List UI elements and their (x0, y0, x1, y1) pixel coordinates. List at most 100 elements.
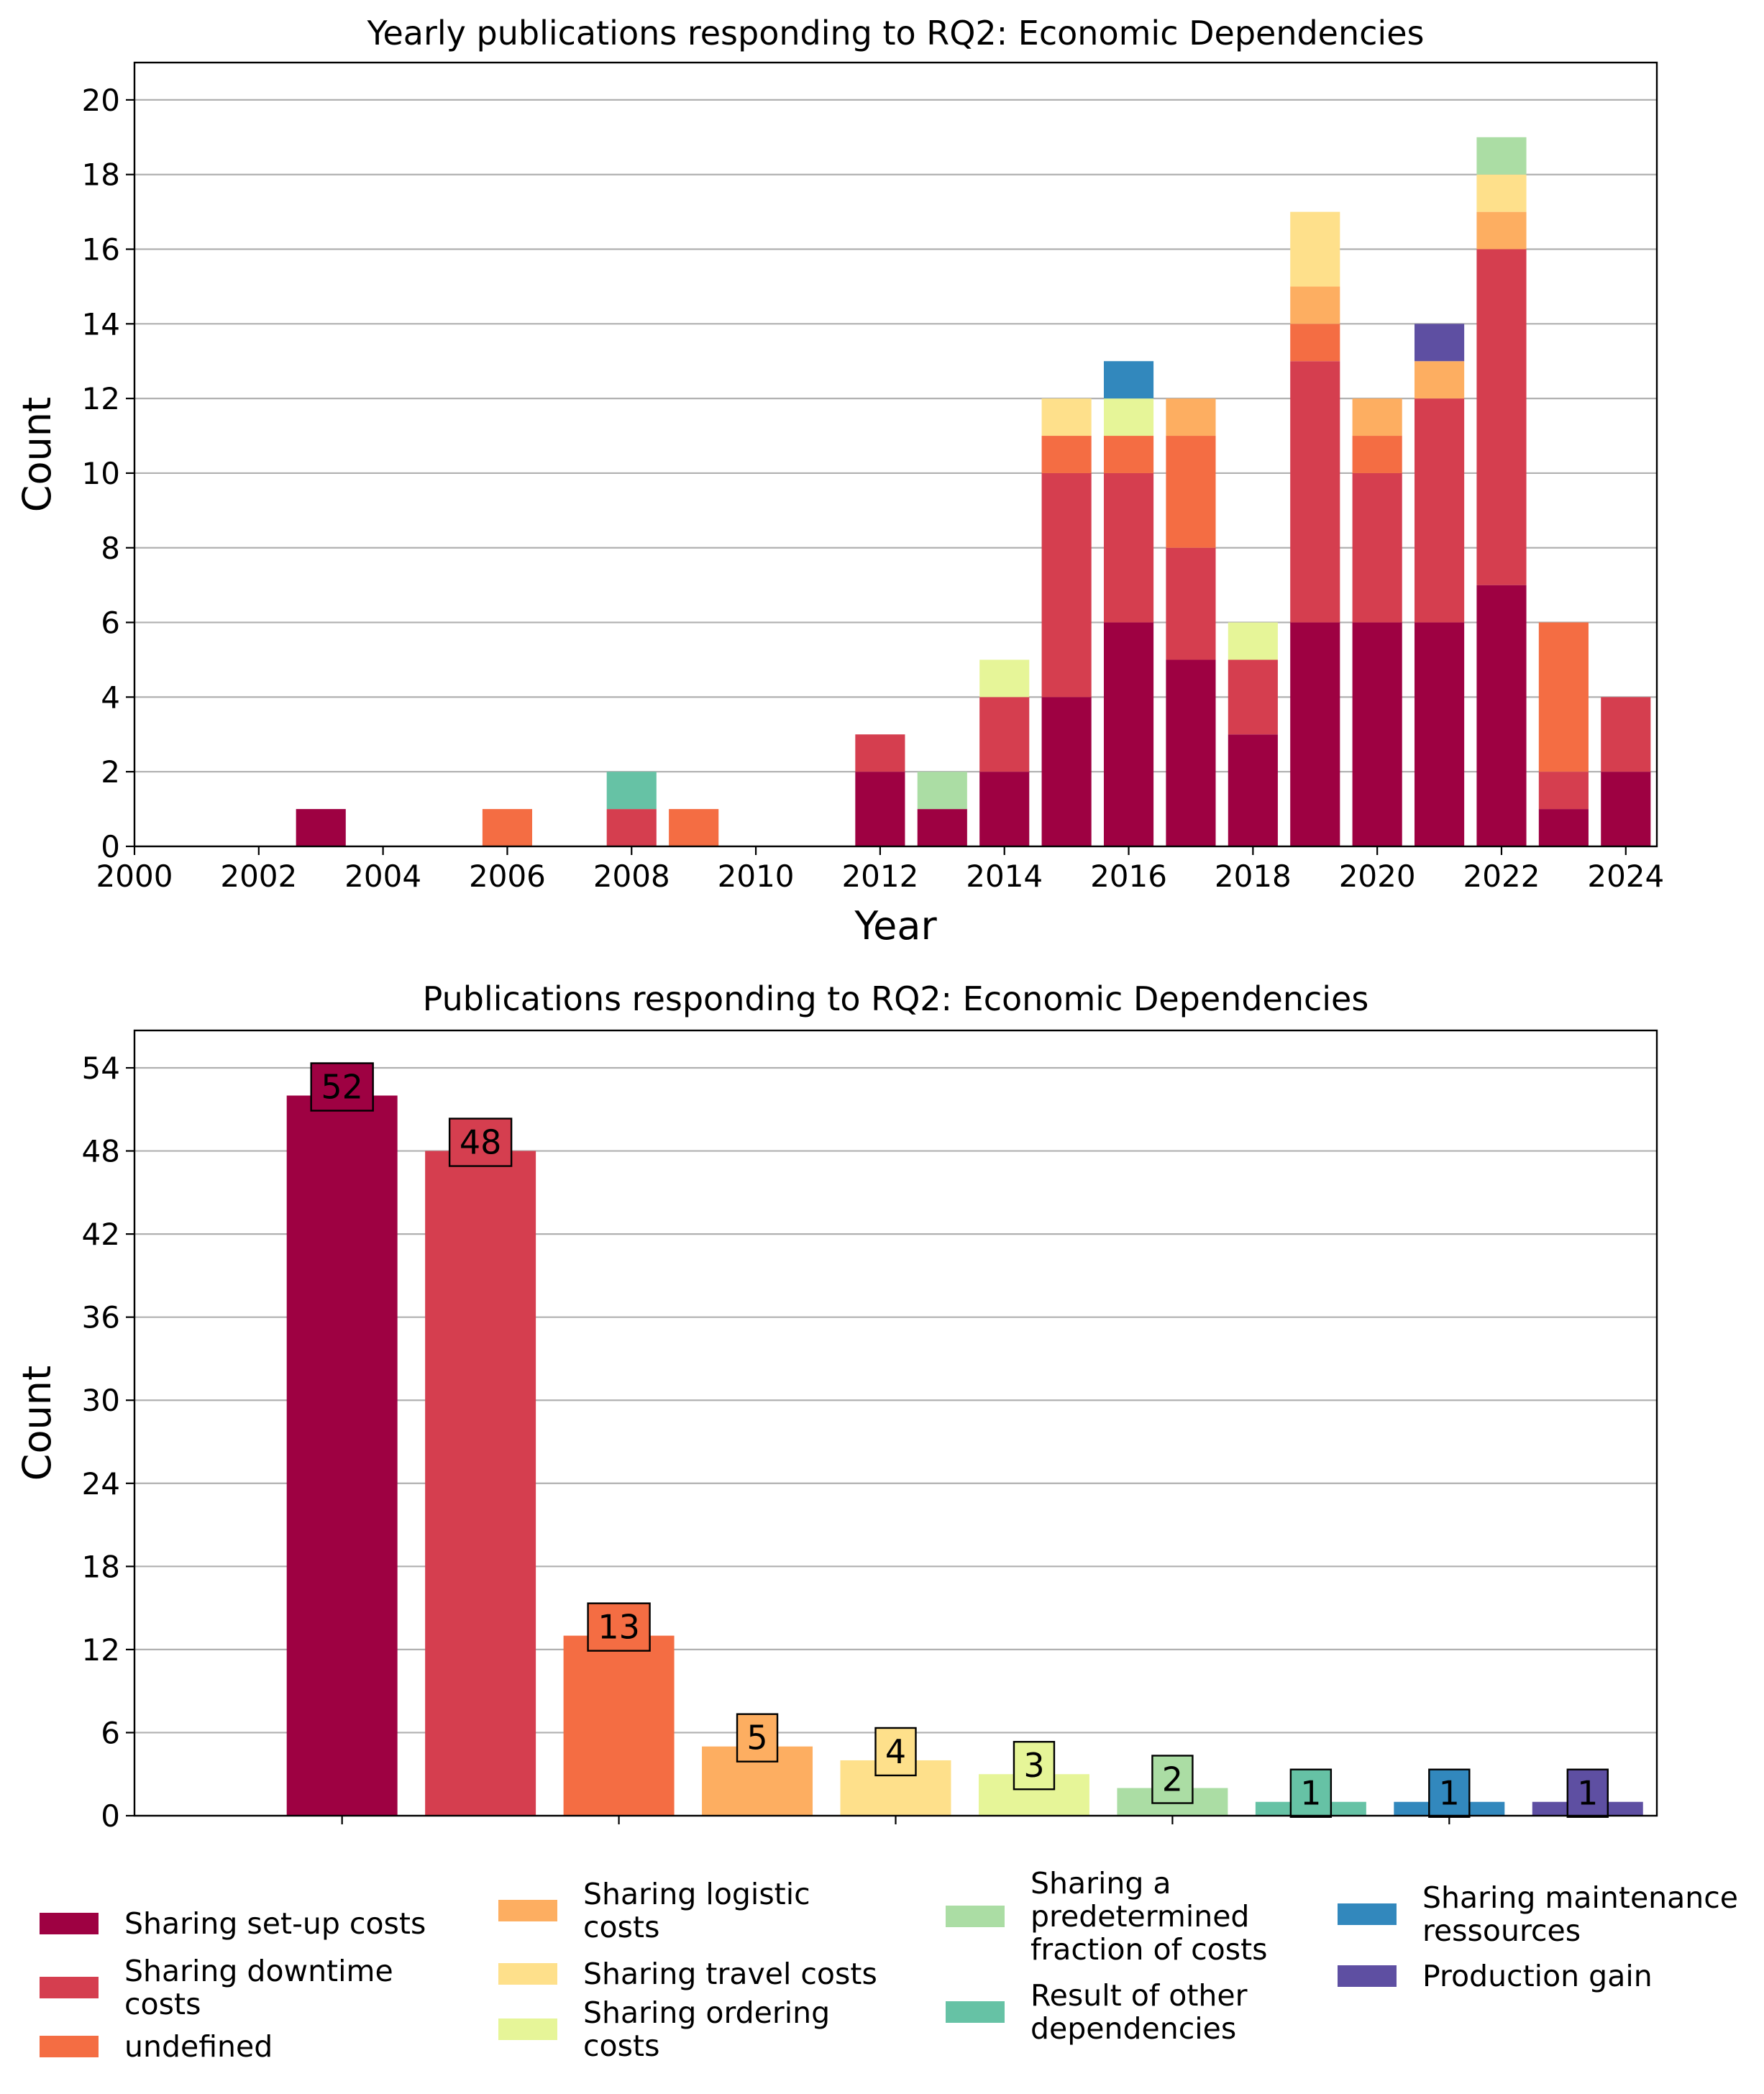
data-label: 1 (1577, 1774, 1598, 1813)
y-tick-label: 2 (101, 754, 120, 790)
y-axis-label: Count (14, 1366, 60, 1481)
y-tick-label: 6 (101, 605, 120, 641)
data-label-box (736, 1713, 779, 1762)
y-tick-label: 30 (82, 1383, 120, 1418)
bar-segment (1228, 622, 1278, 660)
bar-segment (1290, 361, 1340, 623)
data-label: 3 (1023, 1746, 1044, 1785)
y-tick-label: 48 (82, 1134, 120, 1169)
x-tick-label: 2006 (469, 859, 546, 894)
bar-segment (855, 734, 905, 772)
data-label-box (1013, 1741, 1056, 1791)
data-label-box (310, 1062, 374, 1112)
bar-segment (1290, 324, 1340, 362)
bar-segment (1290, 622, 1340, 846)
bar (425, 1151, 536, 1816)
y-tick-label: 14 (82, 306, 120, 342)
y-tick-label: 36 (82, 1300, 120, 1335)
bar-segment (1103, 398, 1154, 436)
data-label-box (1428, 1768, 1471, 1818)
bar-segment (1415, 622, 1465, 846)
bar-segment (1476, 174, 1527, 212)
bar-segment (979, 772, 1030, 846)
y-tick-label: 8 (101, 531, 120, 566)
x-tick-label: 2002 (220, 859, 297, 894)
bar-segment (1415, 324, 1465, 362)
data-label: 2 (1162, 1760, 1183, 1798)
bar-segment (482, 809, 533, 846)
data-label: 5 (746, 1719, 767, 1757)
y-tick-label: 10 (82, 456, 120, 491)
y-tick-label: 42 (82, 1217, 120, 1252)
data-label: 13 (598, 1608, 640, 1647)
bar (286, 1095, 398, 1816)
y-tick-label: 54 (82, 1051, 120, 1086)
bar-segment (1538, 772, 1589, 810)
bar (563, 1635, 675, 1816)
y-axis-label: Count (14, 397, 60, 512)
data-label: 48 (460, 1123, 502, 1162)
data-label: 4 (885, 1732, 906, 1771)
bar-segment (1415, 398, 1465, 623)
y-tick-label: 20 (82, 83, 120, 118)
bar-segment (1601, 772, 1651, 846)
bar-segment (1103, 472, 1154, 623)
bar-segment (1538, 809, 1589, 846)
chart-title: Yearly publications responding to RQ2: E… (367, 14, 1425, 52)
bar-segment (1352, 436, 1402, 473)
bar-segment (1228, 734, 1278, 846)
bar-segment (1538, 622, 1589, 772)
bar-segment (1041, 697, 1092, 846)
bar-segment (1103, 361, 1154, 399)
bar-segment (1041, 436, 1092, 473)
bar-segment (1476, 137, 1527, 175)
y-tick-label: 6 (101, 1715, 120, 1750)
x-tick-label: 2004 (344, 859, 421, 894)
y-tick-label: 16 (82, 232, 120, 268)
x-tick-label: 2018 (1215, 859, 1292, 894)
data-label-box (1566, 1768, 1609, 1818)
bar-segment (917, 809, 967, 846)
bar-segment (1166, 398, 1216, 436)
bar-segment (1041, 398, 1092, 436)
bar-segment (1166, 659, 1216, 846)
bar-segment (917, 772, 967, 810)
y-tick-label: 12 (82, 381, 120, 416)
x-tick-label: 2020 (1339, 859, 1416, 894)
data-label-box (1289, 1768, 1333, 1818)
data-label: 1 (1300, 1774, 1321, 1813)
bar-segment (1352, 398, 1402, 436)
x-tick-label: 2000 (96, 859, 173, 894)
data-label: 52 (321, 1068, 363, 1107)
bar-segment (1103, 436, 1154, 473)
bar-segment (979, 659, 1030, 698)
x-tick-label: 2010 (718, 859, 795, 894)
y-tick-label: 18 (82, 1549, 120, 1584)
bar-segment (1415, 361, 1465, 399)
y-tick-label: 24 (82, 1466, 120, 1501)
y-tick-label: 12 (82, 1632, 120, 1668)
x-tick-label: 2012 (841, 859, 918, 894)
bar-segment (1103, 622, 1154, 846)
bar-segment (1476, 585, 1527, 846)
x-axis-label: Year (854, 903, 937, 948)
bar-segment (1601, 697, 1651, 772)
bar-segment (606, 772, 657, 810)
bar-segment (1166, 436, 1216, 548)
data-label-box (1151, 1755, 1194, 1804)
x-tick-label: 2014 (966, 859, 1043, 894)
bar-segment (1228, 659, 1278, 735)
data-label-box (874, 1727, 917, 1777)
x-tick-label: 2022 (1463, 859, 1540, 894)
data-label-box (587, 1602, 651, 1652)
data-label-box (448, 1117, 513, 1167)
y-tick-label: 4 (101, 680, 120, 715)
bar-segment (296, 809, 346, 846)
bar-segment (979, 697, 1030, 772)
data-label: 1 (1439, 1774, 1460, 1813)
bar-segment (1476, 211, 1527, 250)
bar-segment (1476, 249, 1527, 585)
plot-frame (133, 61, 1658, 848)
bar-segment (1041, 472, 1092, 698)
